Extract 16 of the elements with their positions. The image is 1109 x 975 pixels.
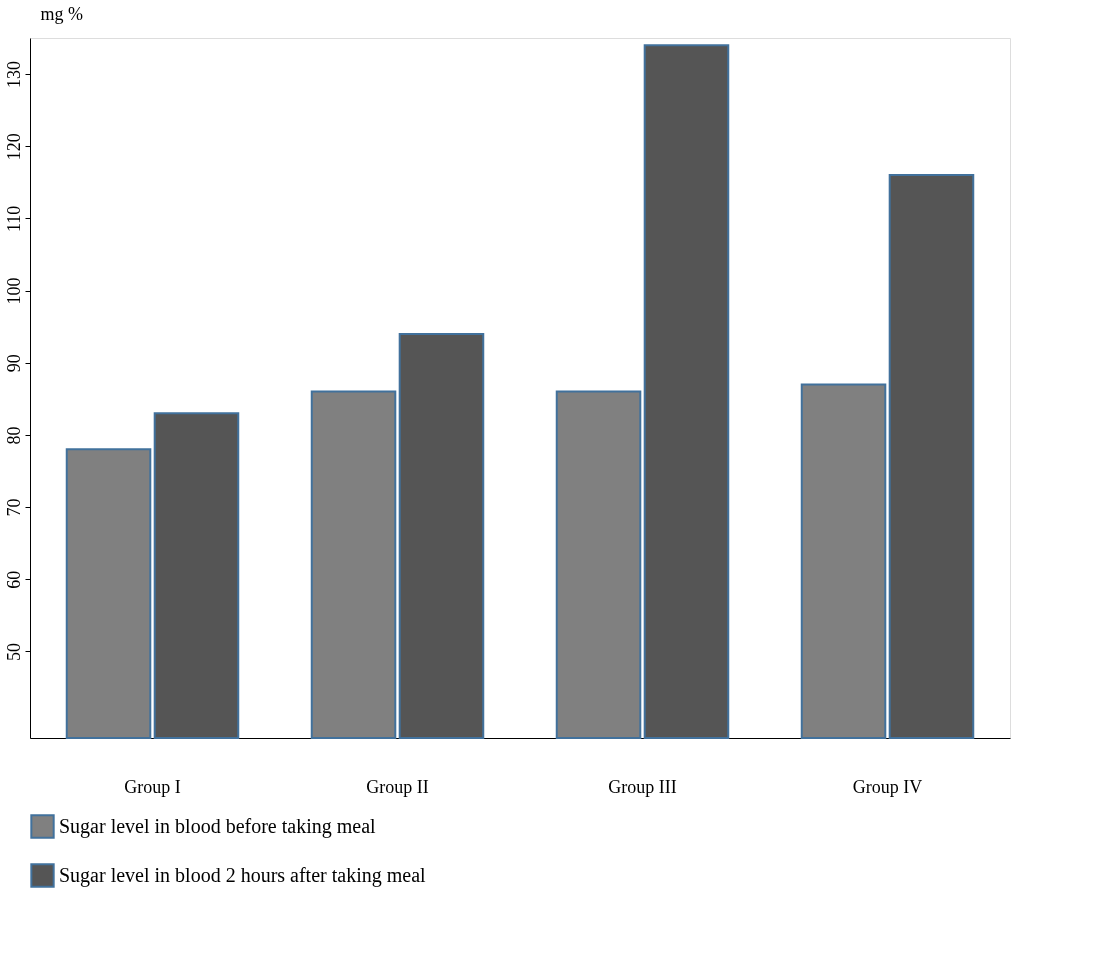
y-tick-label: 80 [3,426,24,445]
y-tick-label: 60 [3,570,24,589]
x-tick-label: Group I [124,776,181,797]
y-tick-label: 120 [3,133,24,161]
y-tick-label: 110 [3,205,24,233]
x-tick-label: Group III [608,776,677,797]
x-tick-label: Group IV [852,776,923,797]
y-tick-label: 70 [3,498,24,517]
legend-label: Sugar level in blood before taking meal [59,814,377,838]
y-tick-label: 90 [3,354,24,373]
legend-label: Sugar level in blood 2 hours after taking meal [59,863,427,887]
y-tick-label: 50 [3,642,24,661]
x-tick-label: Group II [366,776,429,797]
y-tick-label: 130 [3,61,24,89]
y-axis-title: mg % [40,3,83,24]
y-tick-label: 100 [3,277,24,305]
